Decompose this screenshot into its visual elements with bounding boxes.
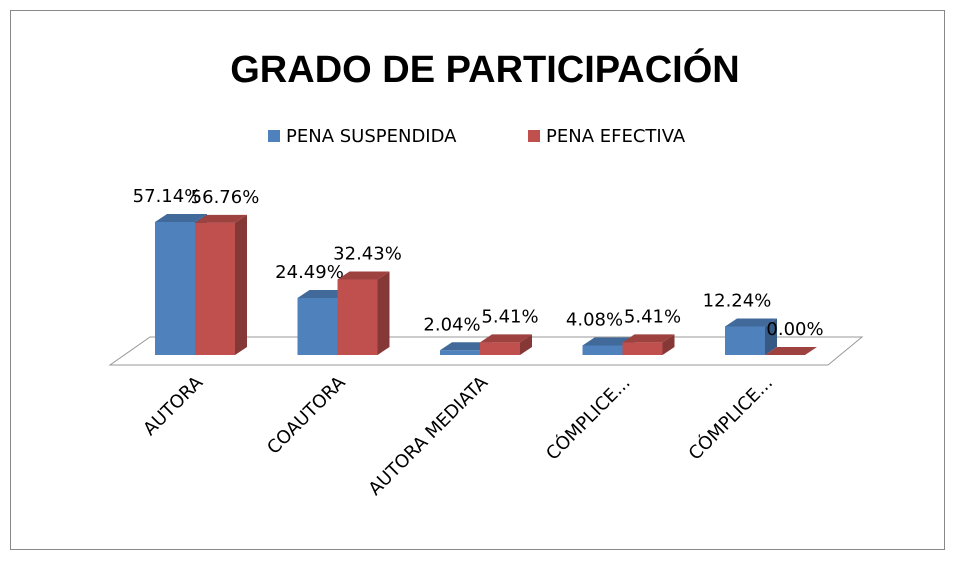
data-label: 57.14% <box>133 186 202 207</box>
legend-swatch <box>268 130 280 142</box>
bar-top <box>765 347 817 355</box>
data-label: 32.43% <box>333 244 402 265</box>
data-label: 5.41% <box>624 306 681 327</box>
legend-label: PENA SUSPENDIDA <box>286 126 457 147</box>
bar-top <box>195 214 247 223</box>
bar-side <box>235 214 247 355</box>
bar-top <box>337 271 390 280</box>
bar-front <box>195 222 235 355</box>
bar-front <box>337 279 378 355</box>
chart-border <box>10 10 945 550</box>
data-label: 4.08% <box>566 310 623 331</box>
bar-side <box>662 334 675 355</box>
bar-top <box>622 334 675 343</box>
bar-side <box>377 271 390 355</box>
bar-front <box>725 326 765 355</box>
bar-top <box>440 342 492 351</box>
chart-title: GRADO DE PARTICIPACIÓN <box>230 47 740 91</box>
bar-side <box>520 334 532 355</box>
data-label: 24.49% <box>275 262 344 283</box>
bar-front <box>480 342 520 355</box>
bar-side <box>765 318 777 355</box>
data-label: 12.24% <box>703 291 772 312</box>
bar-top <box>155 214 207 222</box>
bar-front <box>440 350 480 355</box>
bar-top <box>297 289 350 298</box>
bar-top <box>480 334 532 343</box>
bar-front <box>622 342 663 355</box>
bar-front <box>297 297 338 355</box>
data-label: 5.41% <box>481 306 538 327</box>
data-label: 56.76% <box>191 187 260 208</box>
bar-top <box>725 318 777 327</box>
data-label: 2.04% <box>423 314 480 335</box>
bar-front <box>155 222 195 355</box>
data-label: 0.00% <box>766 319 823 340</box>
legend-label: PENA EFECTIVA <box>546 126 686 147</box>
legend-swatch <box>528 130 540 142</box>
bar-top <box>582 337 635 346</box>
bar-front <box>582 345 623 355</box>
